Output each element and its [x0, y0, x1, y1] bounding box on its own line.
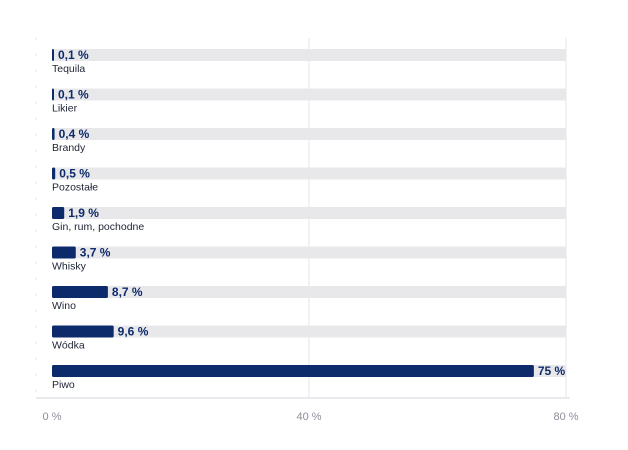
bar — [52, 49, 54, 61]
bar — [52, 128, 55, 140]
x-tick-label: 80 % — [553, 411, 578, 423]
value-label: 9,6 % — [118, 325, 149, 339]
bar-track — [52, 325, 566, 338]
category-label: Tequila — [52, 63, 85, 75]
category-label: Wódka — [52, 340, 85, 352]
bar-track — [52, 246, 566, 259]
bar-track — [52, 49, 566, 61]
bar-track — [52, 286, 566, 298]
value-label: 0,1 % — [58, 48, 89, 62]
bar-track — [52, 167, 566, 180]
category-label: Brandy — [52, 142, 86, 154]
value-label: 0,4 % — [59, 127, 90, 141]
x-tick-label: 0 % — [43, 411, 62, 423]
bar-track — [52, 207, 566, 219]
category-label: Piwo — [52, 379, 75, 391]
bars — [52, 49, 534, 377]
category-label: Wino — [52, 300, 76, 312]
x-tick-label: 40 % — [296, 411, 321, 423]
category-label: Pozostałe — [52, 182, 98, 194]
value-label: 0,1 % — [58, 88, 89, 102]
bar — [52, 365, 534, 377]
bar — [52, 325, 114, 338]
bar-track — [52, 88, 566, 101]
bar-track — [52, 128, 566, 140]
value-label: 0,5 % — [59, 167, 90, 181]
category-label: Likier — [52, 103, 78, 115]
bar — [52, 286, 108, 298]
value-label: 8,7 % — [112, 285, 143, 299]
category-label: Whisky — [52, 261, 87, 273]
bar — [52, 167, 56, 180]
value-label: 3,7 % — [80, 246, 111, 260]
x-axis: 0 % 40 % 80 % — [43, 411, 579, 423]
category-label: Gin, rum, pochodne — [52, 221, 144, 233]
value-label: 75 % — [538, 364, 566, 378]
bar — [52, 88, 54, 101]
bar — [52, 207, 65, 219]
bar — [52, 246, 76, 259]
value-label: 1,9 % — [68, 206, 99, 220]
